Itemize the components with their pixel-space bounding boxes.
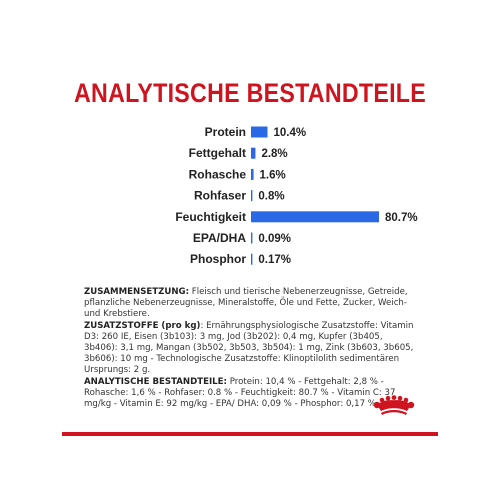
bar [251,211,379,223]
value-label: 0.17% [258,254,291,266]
category-label: Feuchtigkeit [175,210,246,224]
additives-paragraph: ZUSATZSTOFFE (pro kg): Ernährungsphysiol… [84,321,414,377]
category-label: Rohasche [189,167,247,181]
composition-paragraph: ZUSAMMENSETZUNG: Fleisch und tierische N… [84,287,414,321]
bar [251,168,254,180]
composition-text-block: ZUSAMMENSETZUNG: Fleisch und tierische N… [84,287,414,410]
value-label: 2.8% [261,148,287,160]
category-label: Protein [205,125,246,139]
bar [251,126,268,138]
category-label: Rohfaser [194,189,246,203]
category-label: Fettgehalt [189,146,246,160]
composition-text: Fleisch und tierische Nebenerzeugnisse, … [84,287,408,320]
value-label: 80.7% [385,212,418,224]
bar [251,190,253,202]
value-label: 10.4% [273,127,306,139]
category-label: Phosphor [190,252,246,266]
additives-text: : Ernährungsphysiologische Zusatzstoffe:… [84,320,414,376]
nutrient-bar-chart: Protein 10.4% Fettgehalt 2.8% Rohasche 1.6% Ro… [175,125,418,266]
royal-canin-crown-icon [373,395,415,415]
additives-heading: ZUSATZSTOFFE (pro kg) [84,320,201,331]
value-label: 1.6% [260,169,286,181]
category-label: EPA/DHA [193,231,246,245]
value-label: 0.09% [258,233,291,245]
value-label: 0.8% [258,191,284,203]
analytical-text: Protein: 10,4 % - Fettgehalt: 2,8 % - Ro… [84,376,396,410]
bar [251,147,256,159]
bottom-divider [62,432,438,436]
bar [251,253,253,265]
analytical-paragraph: ANALYTISCHE BESTANDTEILE: Protein: 10,4 … [84,377,414,411]
bar [251,232,253,244]
composition-heading: ZUSAMMENSETZUNG: [84,287,190,297]
analytical-heading: ANALYTISCHE BESTANDTEILE: [84,376,227,387]
chart-title: ANALYTISCHE BESTANDTEILE [74,78,426,108]
